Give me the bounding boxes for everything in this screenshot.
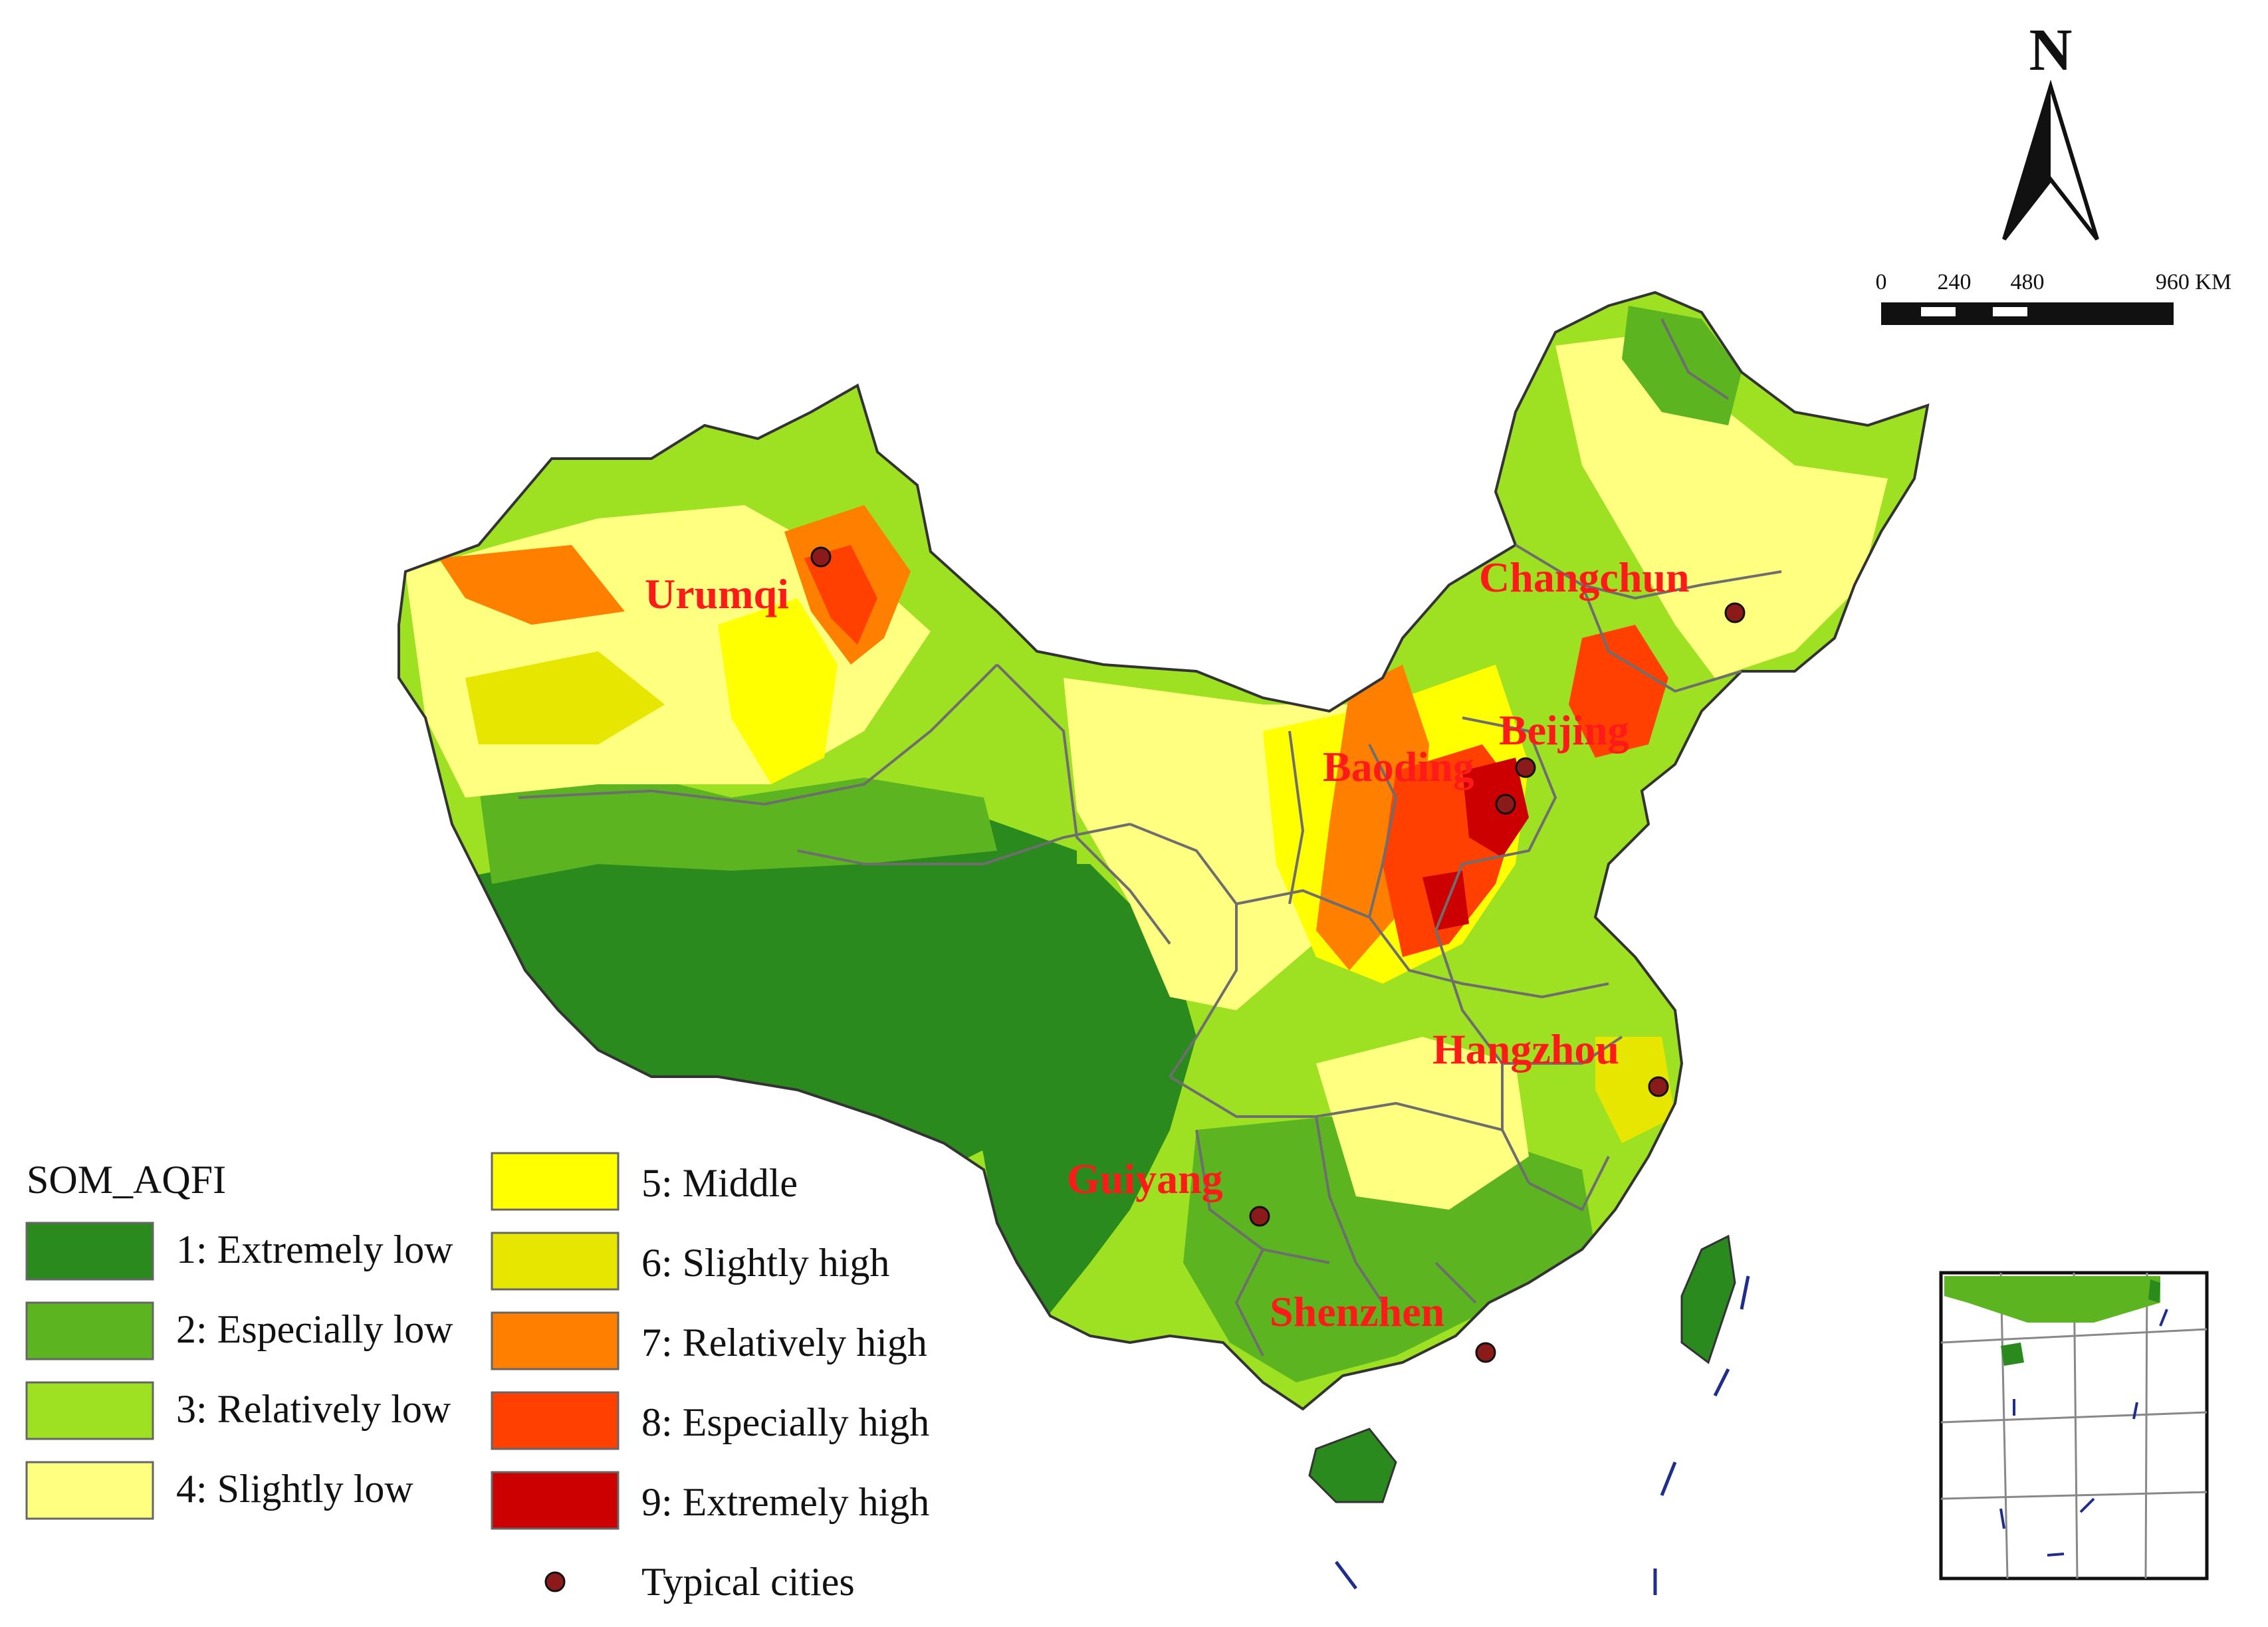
taiwan-island [1680, 1234, 1736, 1364]
class-9-shijiazhuang [1422, 871, 1469, 930]
class-9-beijing [1462, 758, 1529, 857]
city-label-urumqi: Urumqi [645, 570, 789, 617]
scale-tick-960: 960 KM [2156, 270, 2231, 294]
class-8-liaoning [1569, 625, 1668, 758]
legend-label-1: 1: Extremely low [176, 1228, 453, 1271]
class-2-south [1183, 1117, 1595, 1382]
city-label-baoding: Baoding [1323, 743, 1474, 790]
legend-swatch-9 [491, 1471, 620, 1530]
legend-swatch-3 [25, 1381, 154, 1440]
city-labels: Urumqi Changchun Beijing Baoding Hangzho… [645, 554, 1690, 1335]
north-arrow: N [2002, 17, 2099, 241]
north-arrow-label: N [2029, 17, 2073, 83]
legend-swatch-6 [491, 1232, 620, 1291]
city-marker-shenzhen [1475, 1342, 1496, 1363]
scale-tick-0: 0 [1876, 270, 1887, 294]
city-marker-hangzhou [1648, 1076, 1669, 1097]
city-marker-guiyang [1249, 1206, 1270, 1227]
class-1-tibet [465, 817, 1077, 1170]
legend-label-2: 2: Especially low [176, 1307, 453, 1351]
class-2-northeast [1622, 306, 1742, 425]
provincial-boundaries [518, 318, 1782, 1356]
city-label-guiyang: Guiyang [1067, 1155, 1223, 1202]
national-boundary [397, 290, 1930, 1411]
legend-swatch-7 [491, 1311, 620, 1370]
legend-swatch-8 [491, 1391, 620, 1450]
city-marker-urumqi [810, 546, 832, 568]
legend-swatch-2 [25, 1301, 154, 1360]
class-8-urumqi [804, 545, 877, 645]
class-6-hangzhou [1595, 1037, 1675, 1143]
legend-swatch-5 [491, 1152, 620, 1211]
city-marker-baoding [1495, 794, 1516, 815]
city-marker-beijing [1515, 757, 1536, 778]
legend-label-8: 8: Especially high [641, 1400, 929, 1444]
legend-label-7: 7: Relatively high [641, 1321, 927, 1364]
scale-tick-240: 240 [1938, 270, 1972, 294]
city-markers [810, 546, 1746, 1363]
city-label-beijing: Beijing [1499, 706, 1629, 754]
south-china-sea-inset [1939, 1271, 2209, 1580]
scale-tick-480: 480 [2011, 270, 2045, 294]
class-6-xinjiang [465, 651, 665, 744]
class-4-northeast [1555, 332, 1888, 678]
class-7-west [439, 545, 625, 625]
class-1-sichuan [957, 864, 1196, 1329]
hainan-island [1308, 1428, 1397, 1503]
legend-swatch-4 [25, 1461, 154, 1520]
legend-city-marker-icon [544, 1571, 566, 1592]
nine-dash-line [1335, 1275, 1750, 1595]
scale-bar: 0 240 480 960 KM [1876, 270, 2231, 325]
legend-label-9: 9: Extremely high [641, 1480, 929, 1524]
legend-label-6: 6: Slightly high [641, 1241, 889, 1285]
legend-label-4: 4: Slightly low [176, 1467, 413, 1511]
city-marker-changchun [1724, 602, 1746, 623]
legend: SOM_AQFI 1: Extremely low 2: Especially … [25, 1152, 929, 1604]
legend-title: SOM_AQFI [27, 1158, 226, 1202]
legend-label-3: 3: Relatively low [176, 1387, 451, 1431]
city-label-shenzhen: Shenzhen [1270, 1288, 1444, 1335]
class-4-central-south [1316, 1037, 1529, 1210]
city-label-hangzhou: Hangzhou [1432, 1026, 1619, 1073]
city-label-changchun: Changchun [1479, 554, 1690, 601]
legend-label-5: 5: Middle [641, 1161, 798, 1205]
legend-city-label: Typical cities [641, 1560, 855, 1604]
class-5-xinjiang [718, 598, 838, 784]
legend-swatch-1 [25, 1222, 154, 1281]
